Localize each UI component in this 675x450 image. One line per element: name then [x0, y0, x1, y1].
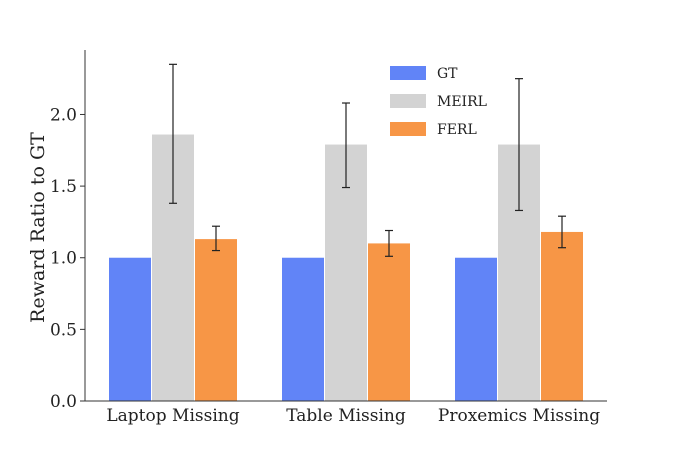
bars-layer	[109, 134, 583, 401]
bar-gt-1	[109, 257, 151, 401]
x-tick-label: Laptop Missing	[106, 406, 239, 426]
y-tick-label: 0.5	[50, 320, 77, 340]
bar-gt-3	[455, 257, 497, 401]
bar-ferl-2	[368, 243, 410, 401]
y-tick-label: 1.5	[50, 177, 77, 197]
y-tick-label: 2.0	[50, 105, 77, 125]
x-tick-label: Proxemics Missing	[438, 406, 600, 426]
error-bars-layer	[169, 63, 566, 257]
legend-label-ferl: FERL	[437, 122, 477, 138]
y-tick-label: 0.0	[50, 392, 77, 412]
x-ticks: Laptop Missing Table Missing Proxemics Mis…	[106, 406, 600, 426]
legend: GT MEIRL FERL	[390, 66, 487, 138]
y-ticks: 0.0 0.5 1.0 1.5 2.0	[50, 105, 85, 412]
legend-swatch-ferl	[390, 122, 426, 136]
x-tick-label: Table Missing	[286, 406, 406, 426]
legend-swatch-meirl	[390, 94, 426, 108]
y-tick-label: 1.0	[50, 249, 77, 269]
bar-ferl-1	[195, 239, 237, 401]
bar-gt-2	[282, 257, 324, 401]
y-axis-title: Reward Ratio to GT	[27, 132, 49, 323]
bar-ferl-3	[541, 231, 583, 401]
legend-label-meirl: MEIRL	[437, 94, 487, 110]
legend-swatch-gt	[390, 66, 426, 80]
legend-label-gt: GT	[437, 66, 458, 82]
